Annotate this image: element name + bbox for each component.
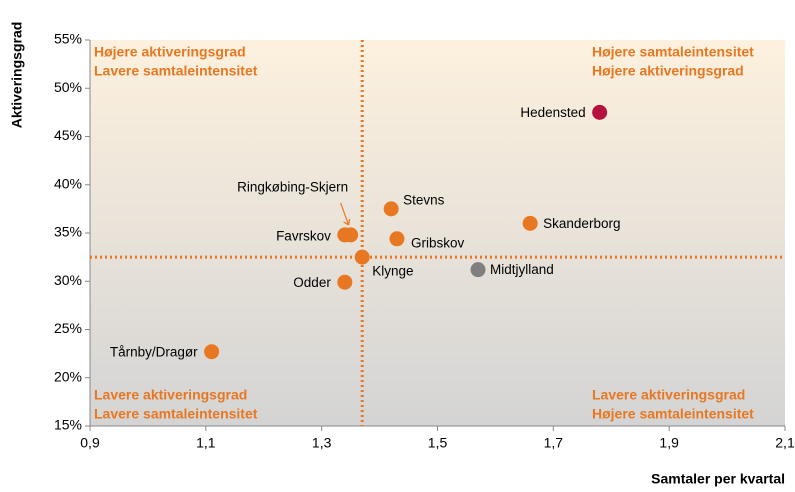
y-tick-label: 25% xyxy=(54,320,82,336)
y-tick-label: 15% xyxy=(54,417,82,433)
point-label: Ringkøbing-Skjern xyxy=(237,179,348,194)
x-tick-label: 0,9 xyxy=(80,435,100,451)
point-label: Klynge xyxy=(372,264,413,279)
y-tick-label: 40% xyxy=(54,175,82,191)
point xyxy=(592,104,608,120)
point-label: Odder xyxy=(293,275,331,290)
quadrant-label: Lavere samtaleintensitet xyxy=(94,406,258,422)
point-label: Favrskov xyxy=(276,228,331,243)
point xyxy=(337,274,353,290)
point-label: Midtjylland xyxy=(490,262,554,277)
y-tick-label: 55% xyxy=(54,31,82,47)
quadrant-label: Lavere aktiveringsgrad xyxy=(94,387,247,403)
x-tick-label: 1,9 xyxy=(659,435,679,451)
quadrant-label: Højere aktiveringsgrad xyxy=(592,63,744,79)
point-label: Hedensted xyxy=(520,105,585,120)
x-tick-label: 1,1 xyxy=(196,435,216,451)
plot-area xyxy=(90,40,785,426)
x-tick-label: 1,5 xyxy=(428,435,448,451)
quadrant-label: Højere samtaleintensitet xyxy=(592,44,754,60)
quadrant-label: Højere samtaleintensitet xyxy=(592,406,754,422)
point-label: Tårnby/Dragør xyxy=(110,344,198,359)
point xyxy=(337,227,353,243)
point xyxy=(470,262,486,278)
label-arrow xyxy=(340,202,351,226)
point-label: Skanderborg xyxy=(543,216,620,231)
point xyxy=(204,344,220,360)
x-tick-label: 2,1 xyxy=(775,435,795,451)
y-tick-label: 45% xyxy=(54,127,82,143)
point xyxy=(383,201,399,217)
x-tick-label: 1,7 xyxy=(544,435,564,451)
point xyxy=(522,215,538,231)
point xyxy=(389,231,405,247)
y-axis-title: Aktiveringsgrad xyxy=(9,22,25,129)
y-tick-label: 30% xyxy=(54,272,82,288)
quadrant-label: Højere aktiveringsgrad xyxy=(94,44,246,60)
x-axis-title: Samtaler per kvartal xyxy=(651,471,785,487)
quadrant-label: Lavere samtaleintensitet xyxy=(94,63,258,79)
point xyxy=(354,249,370,265)
y-tick-label: 35% xyxy=(54,224,82,240)
x-tick-label: 1,3 xyxy=(312,435,332,451)
y-tick-label: 50% xyxy=(54,79,82,95)
quadrant-label: Lavere aktiveringsgrad xyxy=(592,387,745,403)
point-label: Gribskov xyxy=(411,235,465,250)
y-tick-label: 20% xyxy=(54,368,82,384)
point-label: Stevns xyxy=(403,192,445,207)
